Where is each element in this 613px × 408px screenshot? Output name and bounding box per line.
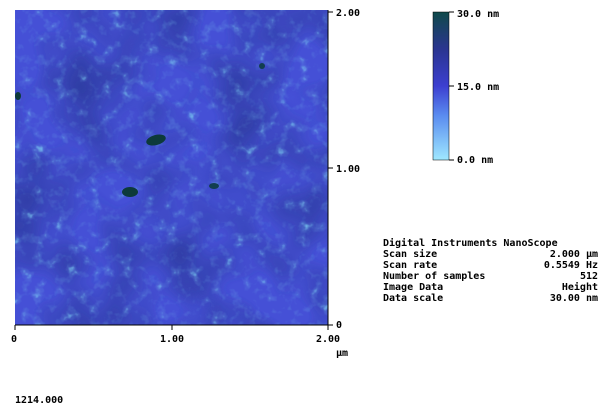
y-axis-label: 0 bbox=[336, 320, 342, 331]
x-axis-label: 0 bbox=[11, 334, 17, 345]
x-axis-label: 1.00 bbox=[160, 334, 184, 345]
x-axis-label: 2.00 bbox=[316, 334, 340, 345]
color-scale bbox=[433, 12, 454, 160]
info-value: 2.000 µm bbox=[550, 249, 598, 260]
info-label: Image Data bbox=[383, 282, 443, 293]
y-axis-label: 1.00 bbox=[336, 164, 360, 175]
info-title: Digital Instruments NanoScope bbox=[383, 237, 558, 249]
info-value: 30.00 nm bbox=[550, 293, 598, 304]
color-scale-label: 0.0 nm bbox=[457, 155, 493, 166]
x-unit: µm bbox=[336, 348, 348, 359]
y-axis-label: 2.00 bbox=[336, 8, 360, 19]
info-label: Scan rate bbox=[383, 260, 437, 271]
info-value: 512 bbox=[580, 271, 598, 282]
info-label: Number of samples bbox=[383, 271, 485, 282]
info-table: Scan size 2.000 µm Scan rate 0.5549 Hz Numbe… bbox=[383, 248, 598, 304]
color-scale-label: 30.0 nm bbox=[457, 9, 499, 20]
info-value: 0.5549 Hz bbox=[544, 260, 598, 271]
info-label: Data scale bbox=[383, 293, 443, 304]
afm-image bbox=[15, 10, 328, 325]
footer: 1214.000 bbox=[15, 395, 63, 406]
screen: 2.00 1.00 0 0 1.00 2.00 µm 30.0 nm 15.0 … bbox=[0, 0, 613, 408]
color-scale-label: 15.0 nm bbox=[457, 82, 499, 93]
info-label: Scan size bbox=[383, 248, 437, 260]
info-value: Height bbox=[562, 281, 598, 293]
